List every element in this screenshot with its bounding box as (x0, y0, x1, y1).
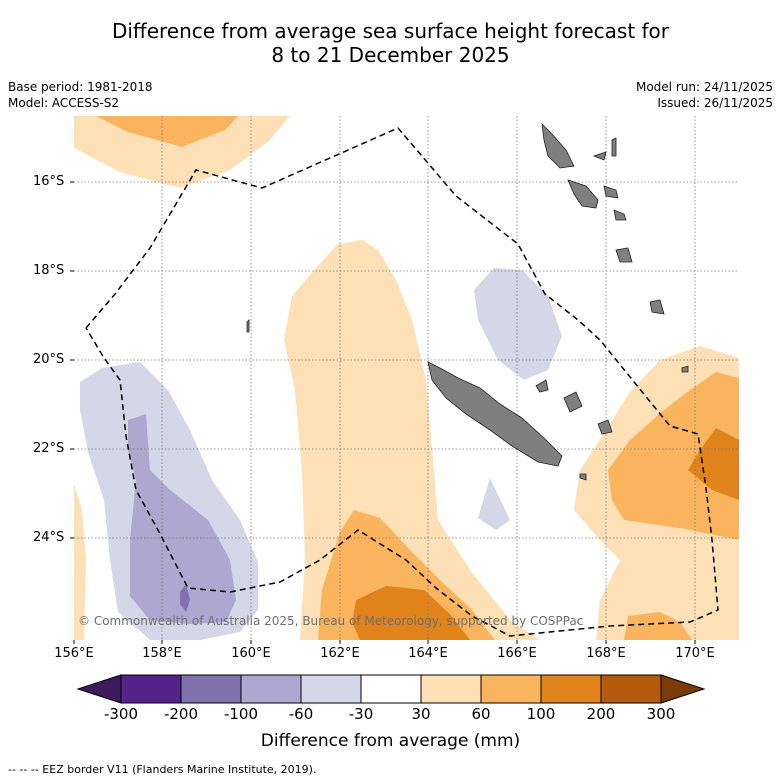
colorbar-bin-2 (180, 674, 242, 704)
contour-60-100-right (608, 372, 739, 540)
lon-label-166e: 166°E (497, 646, 537, 661)
walpole-island (579, 473, 587, 481)
colorbar-tick-minus300: -300 (103, 705, 139, 723)
eez-border (85, 127, 719, 637)
vanuatu-island-3 (611, 137, 617, 157)
lon-label-168e: 168°E (586, 646, 626, 661)
lat-label-22s: 22°S (33, 441, 65, 456)
lon-label-160e: 160°E (231, 646, 271, 661)
colorbar-tick-60: 60 (471, 705, 491, 723)
base-period: Base period: 1981-2018 (8, 80, 153, 94)
colorbar-tick-30: 30 (411, 705, 431, 723)
new-caledonia-land (427, 361, 563, 467)
contour-100-200-right (688, 428, 739, 500)
loyalty-island-2 (563, 391, 583, 413)
contour-30-60-left-edge (74, 484, 86, 640)
contour-100-200-central (352, 586, 470, 640)
title-line-2: 8 to 21 December 2025 (271, 43, 510, 67)
lat-label-16s: 16°S (33, 174, 65, 189)
contour-minus30-minus60-small (478, 478, 510, 530)
colorbar-tick-300: 300 (646, 705, 676, 723)
colorbar-bin-3 (240, 674, 302, 704)
axis-ticks (70, 181, 696, 644)
colorbar-title: Difference from average (mm) (260, 731, 521, 751)
meta-left: Base period: 1981-2018 Model: ACCESS-S2 (8, 79, 153, 111)
chart-title: Difference from average sea surface heig… (0, 19, 781, 67)
model-run: Model run: 24/11/2025 (635, 80, 773, 94)
colorbar-bin-4 (300, 674, 362, 704)
issued-date: Issued: 26/11/2025 (657, 96, 773, 110)
contour-minus60-minus100-left (128, 414, 236, 624)
vanuatu-island-5 (603, 185, 619, 199)
meta-right: Model run: 24/11/2025 Issued: 26/11/2025 (636, 79, 773, 111)
colorbar-bin-7 (480, 674, 542, 704)
loyalty-island-3 (597, 419, 613, 435)
vanuatu-island-7 (615, 247, 633, 263)
sea-level-contours (74, 116, 739, 640)
contour-60-100-top (96, 116, 238, 147)
colorbar-extend-high (660, 674, 706, 704)
contour-60-100-bottom-right (624, 612, 692, 640)
colorbar-bin-8 (540, 674, 602, 704)
graticule (74, 116, 739, 640)
lat-label-24s: 24°S (33, 530, 65, 545)
colorbar (76, 674, 706, 704)
colorbar-tick-200: 200 (586, 705, 616, 723)
copyright-credit: © Commonwealth of Australia 2025, Bureau… (78, 614, 584, 628)
lon-label-156e: 156°E (54, 646, 94, 661)
colorbar-bin-6 (420, 674, 482, 704)
lat-label-20s: 20°S (33, 352, 65, 367)
contour-minus100-minus200-left (180, 584, 190, 612)
lon-label-164e: 164°E (408, 646, 448, 661)
lat-label-18s: 18°S (33, 263, 65, 278)
colorbar-tick-100: 100 (526, 705, 556, 723)
matthew-island (681, 365, 689, 373)
vanuatu-island-2 (592, 151, 607, 161)
colorbar-tick-minus100: -100 (223, 705, 259, 723)
chesterfield-islet (246, 319, 250, 333)
lon-label-162e: 162°E (320, 646, 360, 661)
title-line-1: Difference from average sea surface heig… (111, 19, 670, 43)
vanuatu-island-1 (541, 122, 575, 169)
model-name: Model: ACCESS-S2 (8, 96, 120, 110)
colorbar-tick-minus60: -60 (288, 705, 314, 723)
colorbar-extend-low (76, 674, 122, 704)
colorbar-bin-5 (360, 674, 422, 704)
contour-minus30-minus60-center-right (474, 268, 562, 380)
loyalty-island-1 (535, 379, 549, 393)
eez-footnote: -- -- -- EEZ border V11 (Flanders Marine… (8, 763, 317, 776)
contour-30-60-top-left (74, 116, 290, 188)
vanuatu-island-4 (567, 179, 599, 209)
land-masses (246, 122, 689, 481)
colorbar-tick-minus30: -30 (348, 705, 374, 723)
lon-label-170e: 170°E (675, 646, 715, 661)
colorbar-bin-1 (120, 674, 182, 704)
colorbar-tick-minus200: -200 (163, 705, 199, 723)
vanuatu-island-6 (613, 209, 627, 221)
vanuatu-island-8 (649, 299, 665, 315)
lon-label-158e: 158°E (142, 646, 182, 661)
colorbar-bin-9 (600, 674, 662, 704)
